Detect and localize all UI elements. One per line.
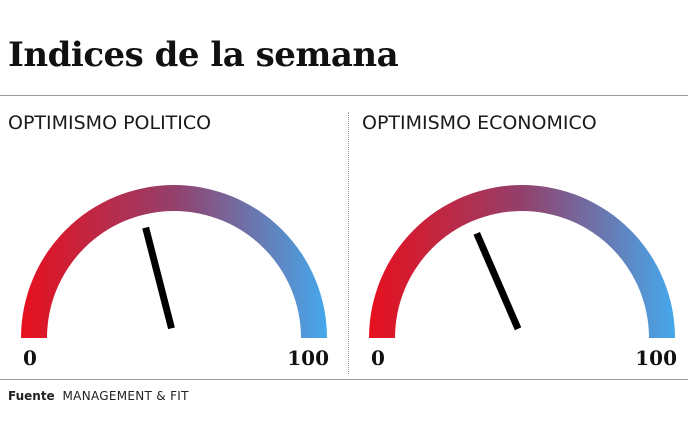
gauge-min-label-politico: 0	[23, 346, 37, 370]
source-name: MANAGEMENT & FIT	[62, 389, 189, 403]
gauge-max-label-politico: 100	[287, 346, 329, 370]
gauge-divider	[348, 112, 349, 374]
gauge-arc-economico	[369, 185, 675, 338]
gauge-needle-politico	[142, 226, 175, 330]
bottom-rule	[0, 379, 688, 380]
source-label: Fuente	[8, 389, 55, 403]
page-title: Indices de la semana	[8, 35, 399, 75]
top-rule	[0, 95, 688, 96]
gauge-chart-politico: 0 100	[21, 185, 329, 370]
gauge-max-label-economico: 100	[635, 346, 677, 370]
gauge-needle-economico	[473, 231, 522, 331]
gauge-title-politico: OPTIMISMO POLITICO	[8, 112, 212, 134]
gauge-min-label-economico: 0	[371, 346, 385, 370]
gauge-title-economico: OPTIMISMO ECONOMICO	[362, 112, 597, 134]
gauge-arc-politico	[21, 185, 327, 338]
source-credit: Fuente MANAGEMENT & FIT	[8, 389, 189, 403]
gauge-chart-economico: 0 100	[369, 185, 677, 370]
